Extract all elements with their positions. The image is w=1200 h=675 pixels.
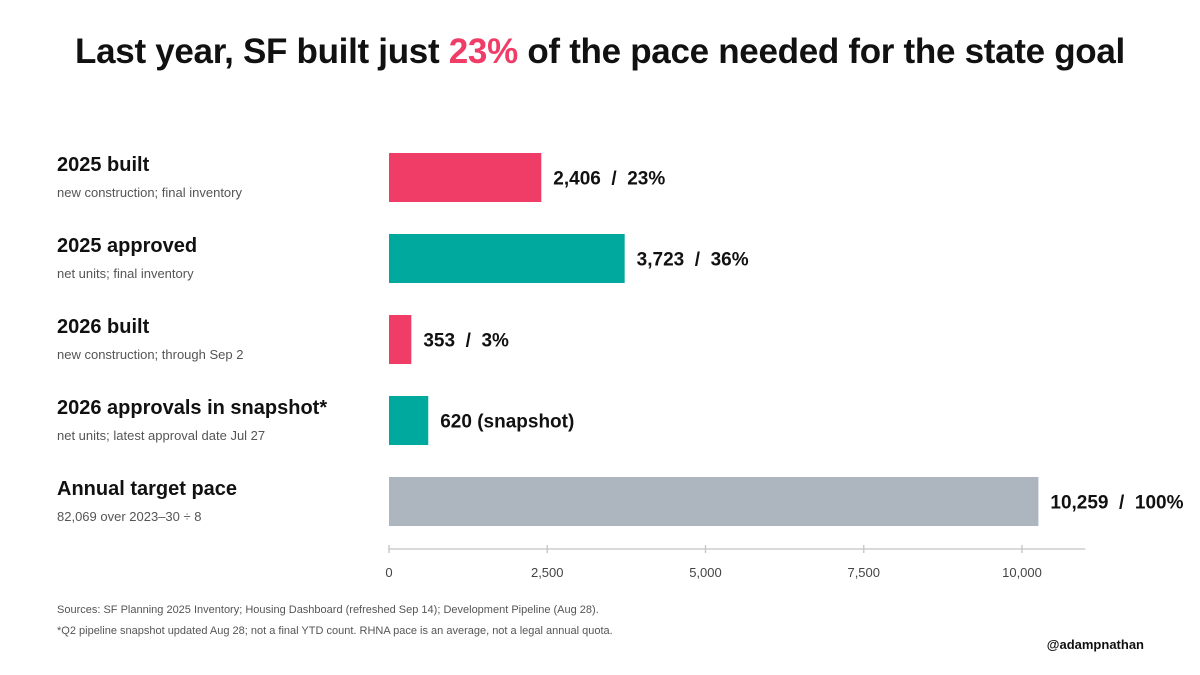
x-tick-label-1: 2,500 [531, 565, 564, 580]
row-label-annual-target: Annual target pace [57, 478, 238, 500]
bar-3 [389, 396, 429, 445]
bar-value-label-3: 620 (snapshot) [440, 412, 574, 433]
chart-title: Last year, SF built just 23% of the pace… [0, 32, 1200, 72]
row-label-2026-built: 2026 built [57, 316, 150, 338]
title-lead: Last year, SF built just [75, 32, 449, 71]
row-sub-2025-approved: net units; final inventory [57, 266, 194, 281]
row-sub-annual-target: 82,069 over 2023–30 ÷ 8 [57, 509, 202, 524]
bar-chart: 2,406 / 23% 3,723 / 36% 353 / 3% 620 (snaps… [385, 153, 1184, 580]
row-sub-2025-built: new construction; final inventory [57, 185, 242, 200]
bar-1 [389, 234, 625, 283]
x-tick-label-0: 0 [385, 565, 392, 580]
title-highlight: 23% [448, 32, 518, 71]
bar-value-label-2: 353 / 3% [423, 331, 509, 352]
sources-note: Sources: SF Planning 2025 Inventory; Hou… [57, 604, 599, 616]
bar-value-label-1: 3,723 / 36% [637, 250, 749, 271]
bar-4 [389, 477, 1039, 526]
bar-value-label-0: 2,406 / 23% [553, 169, 665, 190]
row-label-2026-approvals: 2026 approvals in snapshot* [57, 397, 328, 419]
x-tick-label-2: 5,000 [689, 565, 722, 580]
x-tick-label-3: 7,500 [847, 565, 880, 580]
bar-2 [389, 315, 412, 364]
row-label-2025-approved: 2025 approved [57, 235, 198, 257]
row-sub-2026-approvals: net units; latest approval date Jul 27 [57, 428, 266, 443]
author-handle: @adampnathan [1046, 637, 1144, 652]
x-tick-label-4: 10,000 [1002, 565, 1042, 580]
asterisk-note: *Q2 pipeline snapshot updated Aug 28; no… [57, 625, 613, 637]
bar-value-label-4: 10,259 / 100% [1050, 493, 1183, 514]
bar-0 [389, 153, 542, 202]
row-sub-2026-built: new construction; through Sep 2 [57, 347, 244, 362]
row-label-2025-built: 2025 built [57, 154, 150, 176]
title-tail: of the pace needed for the state goal [517, 32, 1125, 71]
